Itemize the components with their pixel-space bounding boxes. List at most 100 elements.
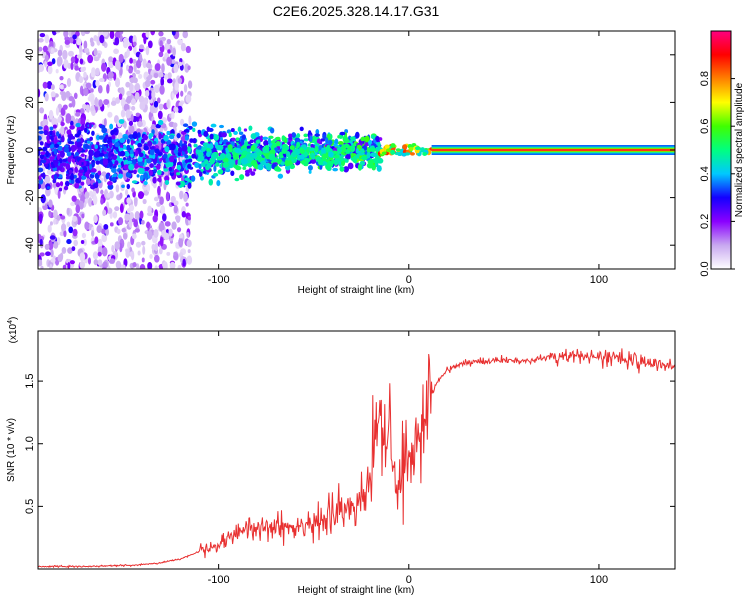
spectrogram-cell <box>145 45 150 56</box>
spectrogram-cell <box>316 138 321 144</box>
spectrogram-cell <box>176 133 181 139</box>
spectrogram-cell <box>72 34 77 40</box>
spectrogram-cell <box>154 84 160 94</box>
spectrogram-cell <box>83 160 87 166</box>
spectrogram-cell <box>181 145 188 152</box>
spectrogram-cell <box>154 148 160 155</box>
spectrogram-cell <box>139 210 144 219</box>
spectrogram-cell <box>173 205 178 214</box>
spectrogram-cell <box>198 155 205 162</box>
spectrogram-cell <box>69 174 75 181</box>
spectrogram-cell <box>137 250 141 256</box>
spectrogram-cell <box>38 88 41 98</box>
spectrogram-cell <box>244 169 251 174</box>
spectrogram-cell <box>189 138 194 143</box>
spectrogram-cell <box>57 254 63 263</box>
spectrogram-cell <box>126 160 133 165</box>
spectrogram-cell <box>409 152 415 156</box>
spectrogram-cell <box>67 247 73 254</box>
spectrogram-cell <box>108 56 114 63</box>
spectrogram-cell <box>66 238 72 245</box>
x-tick-label: 100 <box>590 574 608 586</box>
spectrogram-cell <box>103 118 107 127</box>
spectrogram-cell <box>337 141 344 146</box>
spectrogram-cell <box>63 31 69 38</box>
spectrogram-cell <box>160 76 165 87</box>
spectrogram-cell <box>123 164 130 170</box>
spectrogram-cell <box>53 174 58 180</box>
spectrogram-cell <box>118 217 124 226</box>
spectrogram-cell <box>360 137 365 142</box>
spectrogram-cell <box>39 141 44 146</box>
spectrogram-cell <box>186 231 190 238</box>
spectrogram-cell <box>84 221 90 230</box>
spectrogram-cell <box>395 148 401 152</box>
spectrogram-cell <box>143 34 147 45</box>
spectrogram-cell <box>135 69 141 75</box>
spectrogram-cell <box>126 138 130 145</box>
spectrogram-cell <box>188 158 193 163</box>
spectrogram-cell <box>157 169 162 176</box>
spectrogram-cell <box>59 158 63 164</box>
spectrogram-cell <box>322 134 327 140</box>
spectrogram-cell <box>70 56 76 64</box>
spectrogram-cell <box>147 40 153 49</box>
spectrogram-cell <box>44 59 48 68</box>
spectrogram-cell <box>68 50 74 57</box>
spectrogram-cell <box>203 130 209 138</box>
spectrogram-cell <box>193 143 198 148</box>
spectrogram-cell <box>62 104 68 110</box>
spectrogram-cell <box>168 166 173 172</box>
spectrogram-cell <box>76 141 82 149</box>
spectrogram-cell <box>90 70 96 78</box>
spectrogram-cell <box>308 147 315 152</box>
spectrogram-cell <box>95 134 100 141</box>
spectrogram-cell <box>125 189 129 196</box>
spectrogram-cell <box>118 119 125 124</box>
y-tick-label: 40 <box>24 49 36 61</box>
spectrogram-cell <box>46 169 53 175</box>
spectrogram-cell <box>50 91 56 98</box>
spectrogram-panel: -100 0 100 -40 -20 0 20 40 Height of straight … <box>6 30 676 296</box>
spectrogram-cell <box>177 38 183 46</box>
spectrogram-cell <box>166 100 170 108</box>
spectrogram-cell <box>59 84 64 90</box>
spectrogram-cell <box>237 126 242 132</box>
spectrogram-cell <box>168 134 175 140</box>
colorbar-tick-label: 0.0 <box>699 261 711 276</box>
spectrogram-cell <box>317 158 324 166</box>
spectrogram-cell <box>357 163 362 171</box>
snr-scale-base: (x10 <box>8 323 19 343</box>
spectrogram-cell <box>277 173 284 179</box>
spectrogram-cell <box>307 165 313 171</box>
spectrogram-cell <box>186 239 192 248</box>
spectrogram-cell <box>128 163 135 171</box>
spectrogram-cell <box>60 223 67 232</box>
spectrogram-cell <box>88 197 93 207</box>
snr-frame <box>37 330 676 570</box>
spectrogram-cell <box>129 212 134 220</box>
colorbar-gradient <box>711 31 731 269</box>
spectrogram-cell <box>381 151 387 155</box>
spectrogram-cell <box>186 255 193 265</box>
spectrogram-cell <box>196 169 201 173</box>
spectrogram-cell <box>71 246 76 252</box>
spectrogram-x-ticks: -100 0 100 <box>208 31 608 286</box>
spectrogram-cell <box>66 207 70 216</box>
spectrogram-cell <box>83 238 87 246</box>
spectrogram-cell <box>326 160 334 168</box>
snr-panel: -100 0 100 0.5 1.0 1.5 Height of straight li… <box>6 317 676 596</box>
spectrogram-cell <box>137 132 141 138</box>
spectrogram-cell <box>80 117 86 127</box>
spectrogram-cell <box>80 175 87 180</box>
x-tick-label: 100 <box>590 274 608 286</box>
spectrogram-cell <box>274 147 279 152</box>
spectrogram-cell <box>334 158 340 165</box>
spectrogram-cell <box>350 145 356 153</box>
spectrogram-cell <box>187 182 192 189</box>
spectrogram-cell <box>137 157 143 162</box>
spectrogram-cell <box>107 71 114 79</box>
spectrogram-cell <box>291 151 297 158</box>
spectrogram-cell <box>63 59 69 69</box>
